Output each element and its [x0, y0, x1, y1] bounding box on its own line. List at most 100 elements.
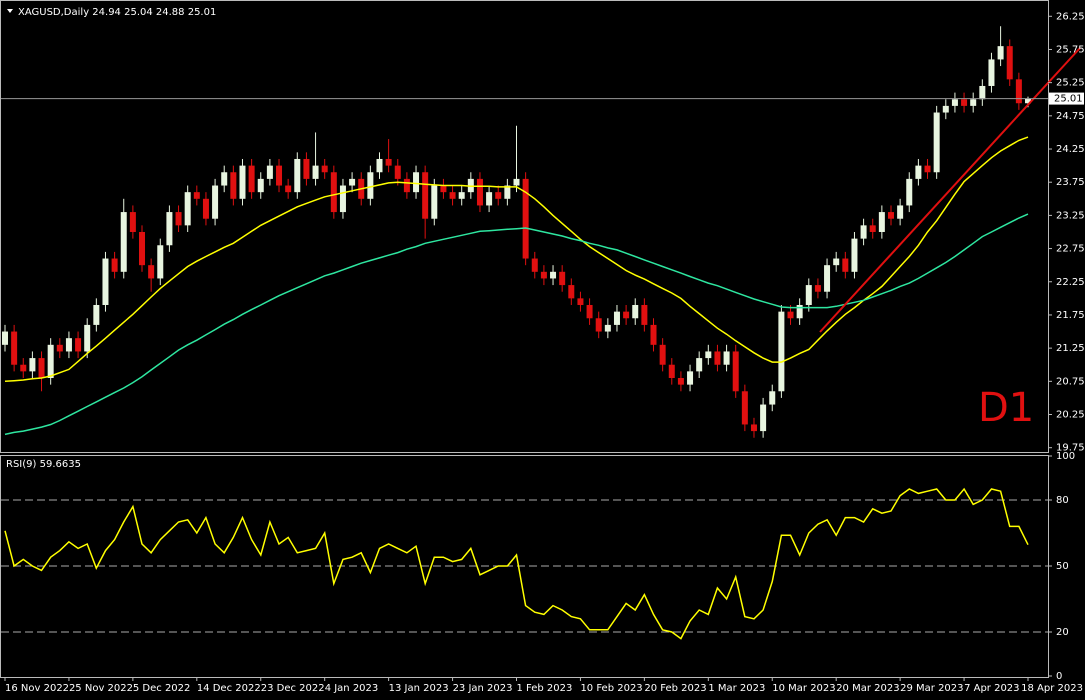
candle-body: [659, 344, 666, 365]
candle-body: [486, 192, 493, 206]
x-tick-label: 23 Dec 2022: [261, 683, 325, 694]
x-tick-label: 1 Mar 2023: [708, 683, 765, 694]
candle-body: [595, 318, 602, 332]
candle-body: [266, 165, 273, 179]
candle-body: [285, 185, 292, 193]
candle-body: [239, 165, 246, 199]
menu-arrow: [7, 9, 13, 13]
candle-body: [422, 172, 429, 219]
candle-body: [376, 158, 383, 173]
x-tick-label: 5 Dec 2022: [133, 683, 191, 694]
candle-body: [321, 165, 328, 173]
candle-body: [339, 185, 346, 213]
candle-body: [129, 212, 136, 232]
candle-body: [714, 351, 721, 365]
candle-body: [184, 192, 191, 226]
x-tick-label: 16 Nov 2022: [5, 683, 69, 694]
candle-body: [513, 178, 520, 186]
candle-body: [276, 165, 283, 186]
candle-body: [193, 192, 200, 199]
x-tick-label: 10 Mar 2023: [772, 683, 835, 694]
candle-body: [1025, 98, 1031, 104]
x-tick-label: 4 Jan 2023: [325, 683, 379, 694]
x-tick-label: 29 Mar 2023: [900, 683, 963, 694]
candle-body: [851, 238, 858, 272]
candle-body: [221, 172, 228, 186]
candle-body: [330, 172, 337, 213]
candle-body: [157, 245, 164, 279]
y-tick-label: 50: [1056, 561, 1069, 572]
chart-title: XAGUSD,Daily 24.94 25.04 24.88 25.01: [18, 7, 216, 18]
timeframe-label: D1: [978, 385, 1034, 431]
candle-body: [796, 304, 803, 319]
candle-body: [915, 165, 922, 179]
candle-body: [632, 304, 639, 319]
candle-body: [860, 225, 867, 239]
candle-body: [202, 198, 209, 219]
candle-body: [120, 212, 127, 272]
y-tick-label: 23.25: [1056, 210, 1085, 221]
candle-body: [750, 424, 757, 432]
candle-body: [38, 358, 45, 379]
candle-body: [1015, 79, 1022, 104]
trend-line: [819, 47, 1081, 333]
candle-body: [166, 212, 173, 246]
candle-body: [604, 324, 611, 332]
candle-body: [824, 265, 831, 292]
candle-body: [230, 172, 237, 199]
x-tick-label: 25 Nov 2022: [69, 683, 133, 694]
candle-body: [586, 304, 593, 319]
candle-body: [550, 271, 557, 279]
candle-body: [741, 391, 748, 425]
candle-body: [476, 178, 483, 206]
candle-body: [623, 311, 630, 319]
candle-body: [65, 338, 72, 352]
indicator-line: [4, 487, 1029, 640]
x-tick-label: 14 Dec 2022: [197, 683, 261, 694]
y-tick-label: 25.25: [1056, 78, 1085, 89]
x-tick-label: 10 Feb 2023: [580, 683, 642, 694]
candle-body: [833, 258, 840, 266]
indicator-line: [4, 213, 1029, 436]
candle-body: [668, 364, 675, 379]
candle-body: [787, 311, 794, 319]
y-tick-label: 20.75: [1056, 376, 1085, 387]
candle-body: [504, 185, 511, 199]
candle-body: [942, 105, 949, 113]
x-tick-label: 20 Mar 2023: [836, 683, 899, 694]
candle-body: [705, 351, 712, 359]
indicator-line: [4, 136, 1029, 383]
candle-body: [906, 178, 913, 206]
y-tick-label: 26.25: [1056, 11, 1085, 22]
candle-body: [312, 165, 319, 179]
candle-body: [257, 178, 264, 193]
candle-body: [175, 212, 182, 226]
candle-body: [394, 165, 401, 179]
candle-body: [559, 271, 566, 286]
candle-body: [431, 185, 438, 219]
rsi-title: RSI(9) 59.6635: [6, 459, 81, 470]
candle-body: [367, 172, 374, 199]
candle-body: [458, 192, 465, 199]
candle-body: [951, 99, 958, 106]
candle-body: [84, 324, 91, 352]
candle-body: [385, 158, 392, 166]
candle-body: [613, 311, 620, 325]
y-tick-label: 24.25: [1056, 144, 1085, 155]
candle-body: [139, 231, 146, 266]
y-tick-label: 21.75: [1056, 310, 1085, 321]
last-price-box: [1049, 92, 1084, 105]
candle-body: [677, 378, 684, 385]
candle-body: [970, 99, 977, 106]
candle-body: [212, 185, 219, 219]
candle-body: [303, 158, 310, 179]
y-tick-label: 19.75: [1056, 443, 1085, 454]
x-tick-label: 13 Jan 2023: [389, 683, 449, 694]
candle-body: [842, 258, 849, 272]
candle-body: [47, 344, 54, 379]
y-tick-label: 80: [1056, 495, 1069, 506]
candle-body: [403, 178, 410, 193]
candle-body: [29, 358, 36, 372]
